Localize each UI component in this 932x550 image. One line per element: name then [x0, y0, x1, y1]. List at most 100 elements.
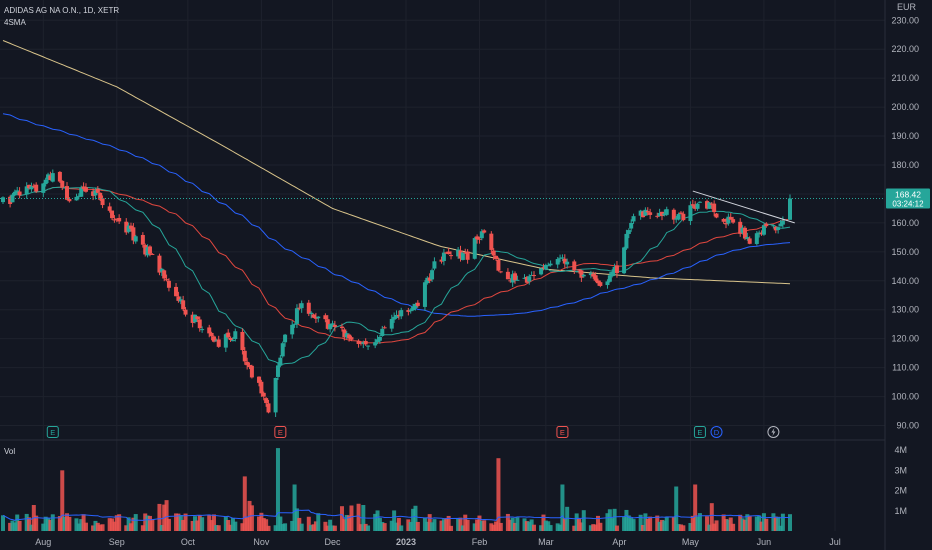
- candle[interactable]: [117, 214, 122, 224]
- volume-bar[interactable]: [659, 519, 664, 531]
- volume-bar[interactable]: [695, 516, 700, 531]
- candle[interactable]: [707, 201, 712, 209]
- volume-bar[interactable]: [612, 508, 617, 531]
- candle[interactable]: [676, 212, 681, 221]
- volume-bar[interactable]: [776, 516, 781, 531]
- volume-bar[interactable]: [714, 520, 719, 531]
- candle[interactable]: [157, 253, 162, 276]
- volume-bar[interactable]: [159, 525, 164, 531]
- price-axis[interactable]: 90.00 100.00 110.00 120.00 130.00 140.00 150.0…: [891, 15, 919, 430]
- volume-bar[interactable]: [723, 519, 728, 531]
- candle[interactable]: [316, 316, 321, 323]
- candle[interactable]: [233, 328, 238, 342]
- volume-bar[interactable]: [81, 514, 86, 531]
- candle[interactable]: [764, 222, 769, 228]
- volume-bar[interactable]: [259, 512, 264, 531]
- candle[interactable]: [709, 202, 714, 210]
- volume-bar[interactable]: [112, 521, 117, 531]
- candle[interactable]: [181, 295, 186, 312]
- volume-bar[interactable]: [531, 524, 536, 531]
- candle[interactable]: [728, 213, 733, 220]
- volume-bar[interactable]: [591, 524, 596, 531]
- candle[interactable]: [41, 182, 46, 198]
- volume-bar[interactable]: [430, 522, 435, 531]
- candle[interactable]: [377, 334, 382, 344]
- volume-bar[interactable]: [657, 521, 662, 531]
- volume-bar[interactable]: [207, 515, 212, 531]
- candle[interactable]: [264, 396, 269, 407]
- volume-bar[interactable]: [728, 517, 733, 531]
- volume-bar[interactable]: [178, 514, 183, 531]
- candle[interactable]: [83, 183, 88, 193]
- candle[interactable]: [325, 315, 330, 330]
- candle[interactable]: [508, 278, 513, 283]
- candle[interactable]: [396, 310, 401, 320]
- volume-bar[interactable]: [325, 525, 330, 531]
- volume-bar[interactable]: [339, 506, 344, 531]
- volume-bar[interactable]: [764, 518, 769, 531]
- candle[interactable]: [513, 271, 518, 284]
- candle[interactable]: [294, 304, 299, 329]
- volume-bar[interactable]: [10, 520, 15, 531]
- volume-bar[interactable]: [771, 513, 776, 531]
- candle[interactable]: [572, 259, 577, 274]
- candle[interactable]: [190, 311, 195, 328]
- candle[interactable]: [463, 248, 468, 254]
- volume-bar[interactable]: [709, 503, 714, 531]
- volume-bar[interactable]: [425, 521, 430, 531]
- candle[interactable]: [392, 312, 397, 323]
- volume-bar[interactable]: [79, 519, 84, 531]
- volume-bar[interactable]: [275, 448, 280, 531]
- volume-bar[interactable]: [328, 519, 333, 531]
- volume-bar[interactable]: [707, 524, 712, 531]
- volume-bar[interactable]: [211, 514, 216, 531]
- volume-bar[interactable]: [678, 524, 683, 531]
- candle[interactable]: [382, 325, 387, 329]
- candle[interactable]: [754, 231, 759, 246]
- volume-bar[interactable]: [726, 519, 731, 531]
- candle[interactable]: [34, 182, 39, 193]
- volume-bar[interactable]: [626, 515, 631, 531]
- earnings-marker[interactable]: E: [274, 426, 287, 438]
- candle[interactable]: [408, 308, 413, 314]
- volume-bar[interactable]: [605, 513, 610, 531]
- candle[interactable]: [344, 331, 349, 340]
- volume-bar[interactable]: [15, 514, 20, 531]
- candle[interactable]: [475, 234, 480, 244]
- volume-bar[interactable]: [392, 510, 397, 531]
- candle[interactable]: [479, 229, 484, 241]
- candle[interactable]: [145, 244, 150, 258]
- candle[interactable]: [98, 192, 103, 201]
- volume-bar[interactable]: [311, 524, 316, 531]
- volume-bar[interactable]: [74, 518, 79, 531]
- volume-bar[interactable]: [228, 524, 233, 531]
- volume-bar[interactable]: [449, 525, 454, 531]
- candle[interactable]: [415, 300, 420, 308]
- volume-bar[interactable]: [140, 525, 145, 531]
- candle[interactable]: [339, 323, 344, 332]
- volume-bar[interactable]: [100, 524, 105, 531]
- candle[interactable]: [444, 251, 449, 254]
- volume-bar[interactable]: [588, 525, 593, 531]
- volume-bar[interactable]: [475, 519, 480, 531]
- volume-bar[interactable]: [427, 514, 432, 531]
- volume-bar[interactable]: [773, 516, 778, 531]
- candle[interactable]: [496, 257, 501, 272]
- candle[interactable]: [759, 230, 764, 236]
- volume-bar[interactable]: [543, 520, 548, 531]
- volume-bar[interactable]: [98, 524, 103, 531]
- candle[interactable]: [147, 245, 152, 257]
- volume-axis[interactable]: 1M 2M 3M 4M: [894, 445, 907, 516]
- candle[interactable]: [510, 270, 515, 287]
- candle[interactable]: [389, 314, 394, 332]
- volume-bar[interactable]: [655, 515, 660, 531]
- candle[interactable]: [688, 201, 693, 226]
- volume-bar[interactable]: [529, 519, 534, 531]
- volume-bar[interactable]: [747, 516, 752, 531]
- volume-bar[interactable]: [261, 518, 266, 531]
- candle[interactable]: [306, 299, 311, 317]
- candle[interactable]: [373, 338, 378, 349]
- earnings-marker[interactable]: E: [693, 426, 706, 438]
- volume-bar[interactable]: [34, 515, 39, 531]
- candle[interactable]: [209, 331, 214, 341]
